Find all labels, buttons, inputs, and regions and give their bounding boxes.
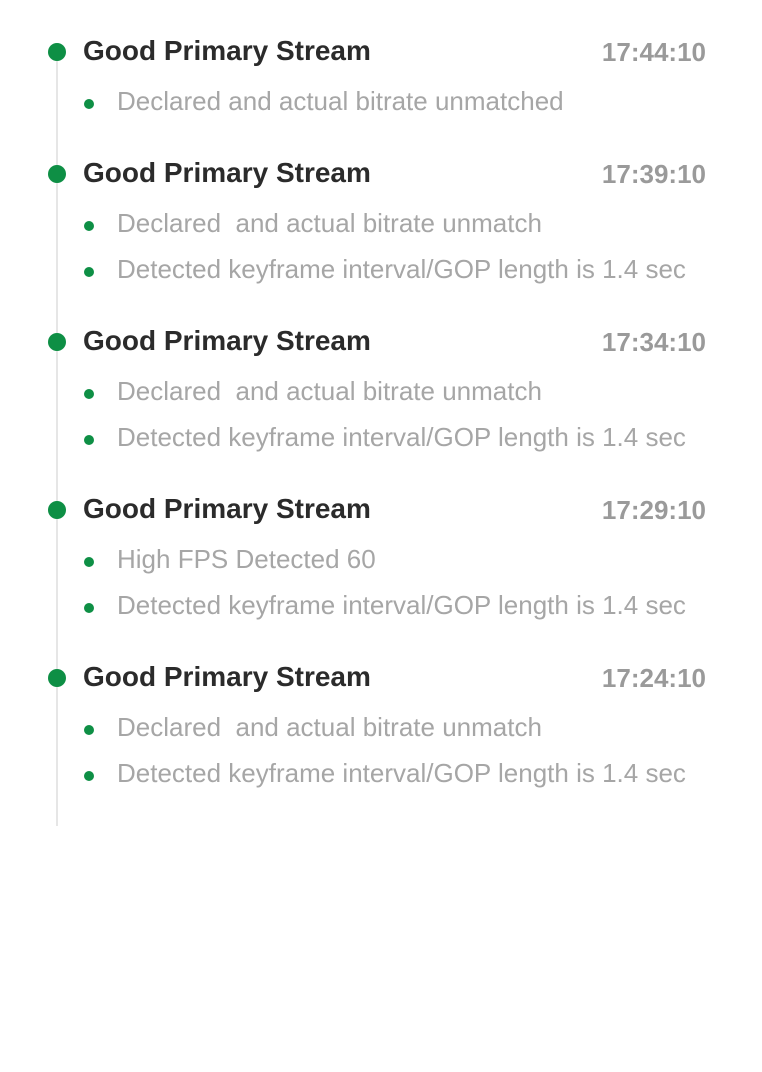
status-dot-icon [48,333,66,351]
event-detail-text: Declared and actual bitrate unmatch [117,376,542,406]
event-detail-item: Declared and actual bitrate unmatched [0,82,762,128]
event-details: High FPS Detected 60 Detected keyframe i… [0,540,762,632]
timeline-event: Good Primary Stream 17:29:10 High FPS De… [0,490,762,632]
event-detail-item: Declared and actual bitrate unmatch [0,708,762,754]
event-title: Good Primary Stream [83,493,371,524]
bullet-icon [84,435,94,445]
event-detail-item: Detected keyframe interval/GOP length is… [0,418,762,464]
bullet-icon [84,557,94,567]
status-dot-icon [48,501,66,519]
bullet-icon [84,771,94,781]
event-details: Declared and actual bitrate unmatch Dete… [0,372,762,464]
event-detail-text: Detected keyframe interval/GOP length is… [117,422,686,452]
event-detail-item: High FPS Detected 60 [0,540,762,586]
event-detail-text: Detected keyframe interval/GOP length is… [117,254,686,284]
event-title: Good Primary Stream [83,157,371,188]
event-detail-text: Declared and actual bitrate unmatch [117,712,542,742]
bullet-icon [84,221,94,231]
timeline-line [56,52,58,826]
event-header: Good Primary Stream 17:39:10 [0,154,762,194]
event-detail-text: Detected keyframe interval/GOP length is… [117,758,686,788]
event-details: Declared and actual bitrate unmatch Dete… [0,708,762,800]
event-time: 17:24:10 [601,663,706,693]
event-title: Good Primary Stream [83,661,371,692]
event-detail-text: Declared and actual bitrate unmatch [117,208,542,238]
event-time: 17:34:10 [601,327,706,357]
bullet-icon [84,267,94,277]
event-detail-item: Detected keyframe interval/GOP length is… [0,754,762,800]
event-detail-text: Detected keyframe interval/GOP length is… [117,590,686,620]
event-header: Good Primary Stream 17:34:10 [0,322,762,362]
event-time: 17:39:10 [601,159,706,189]
event-time: 17:29:10 [601,495,706,525]
event-detail-text: Declared and actual bitrate unmatched [117,86,564,116]
status-dot-icon [48,165,66,183]
timeline-event: Good Primary Stream 17:34:10 Declared an… [0,322,762,464]
event-title: Good Primary Stream [83,35,371,66]
timeline-event: Good Primary Stream 17:44:10 Declared an… [0,32,762,128]
event-time: 17:44:10 [601,37,706,67]
bullet-icon [84,725,94,735]
bullet-icon [84,99,94,109]
timeline-event: Good Primary Stream 17:39:10 Declared an… [0,154,762,296]
timeline-event: Good Primary Stream 17:24:10 Declared an… [0,658,762,800]
event-detail-item: Detected keyframe interval/GOP length is… [0,250,762,296]
event-detail-item: Declared and actual bitrate unmatch [0,372,762,418]
status-dot-icon [48,669,66,687]
bullet-icon [84,603,94,613]
event-header: Good Primary Stream 17:24:10 [0,658,762,698]
event-header: Good Primary Stream 17:29:10 [0,490,762,530]
event-details: Declared and actual bitrate unmatch Dete… [0,204,762,296]
bullet-icon [84,389,94,399]
status-dot-icon [48,43,66,61]
event-detail-item: Declared and actual bitrate unmatch [0,204,762,250]
event-details: Declared and actual bitrate unmatched [0,82,762,128]
event-header: Good Primary Stream 17:44:10 [0,32,762,72]
event-detail-text: High FPS Detected 60 [117,544,376,574]
event-detail-item: Detected keyframe interval/GOP length is… [0,586,762,632]
event-title: Good Primary Stream [83,325,371,356]
